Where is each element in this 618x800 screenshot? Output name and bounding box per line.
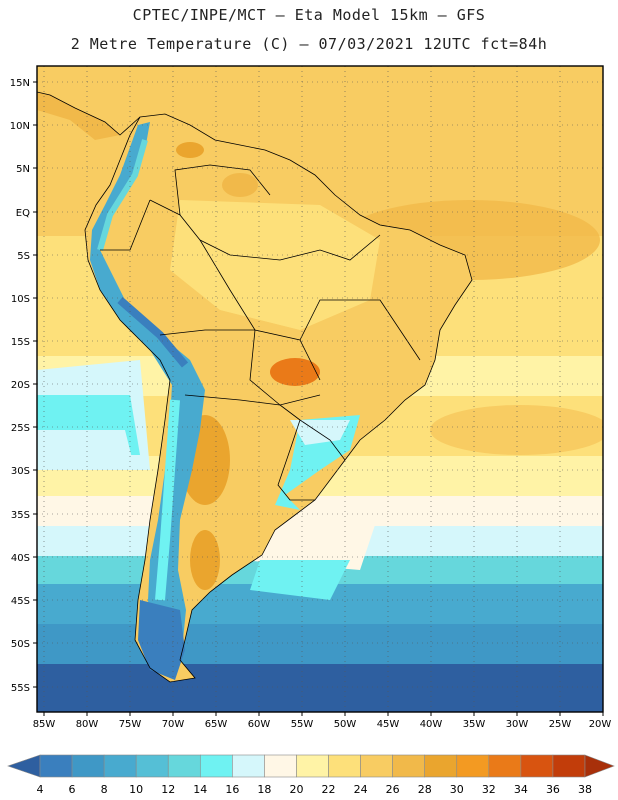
longitude-labels: 85W 80W 75W 70W 65W 60W 55W 50W 45W 40W … [33,719,612,730]
colorbar-swatch [71,754,105,778]
colorbar-label: 18 [257,783,271,796]
lon-label: 65W [205,719,228,730]
lat-label: 45S [11,596,30,607]
colorbar-label: 34 [514,783,528,796]
lon-label: 55W [291,719,314,730]
andes-cold-band [90,122,205,660]
colorbar-label: 22 [322,783,336,796]
lat-label: 5S [17,251,30,262]
lon-label: 30W [506,719,529,730]
lon-label: 80W [76,719,99,730]
colorbar-label: 10 [129,783,143,796]
lon-label: 60W [248,719,271,730]
colorbar-label: 14 [193,783,207,796]
colorbar-label: 16 [225,783,239,796]
colorbar-swatch [488,754,522,778]
colorbar-swatch [520,754,554,778]
colorbar: 4 6 8 10 12 14 16 18 20 22 24 26 28 30 32 34 36 38 [7,754,615,796]
colorbar-label: 38 [578,783,592,796]
lon-label: 70W [162,719,185,730]
colorbar-label: 30 [450,783,464,796]
colorbar-swatch [199,754,233,778]
lon-label: 75W [119,719,142,730]
lat-label: EQ [16,208,30,219]
colorbar-swatch [135,754,169,778]
colorbar-swatch [103,754,137,778]
colorbar-label: 20 [289,783,303,796]
colorbar-label: 26 [386,783,400,796]
colorbar-swatch [552,754,586,778]
colorbar-swatch [360,754,393,778]
colorbar-label: 28 [418,783,432,796]
lat-label: 40S [11,553,30,564]
lon-label: 40W [420,719,443,730]
colorbar-label: 8 [101,783,108,796]
colorbar-label: 12 [161,783,175,796]
colorbar-swatch [328,754,361,778]
lat-label: 25S [11,423,30,434]
lat-label: 10S [11,294,30,305]
lat-label: 35S [11,510,30,521]
colorbar-swatch [232,754,265,778]
latitude-labels: 15N 10N 5N EQ 5S 10S 15S 20S 25S 30S 35S… [10,78,30,694]
lat-label: 10N [10,121,30,132]
colorbar-swatch [424,754,458,778]
colorbar-swatch [296,754,329,778]
colorbar-swatch [392,754,426,778]
lat-label: 15S [11,337,30,348]
lon-label: 20W [589,719,612,730]
lat-label: 55S [11,683,30,694]
map-field [37,66,603,712]
lon-label: 35W [463,719,486,730]
colorbar-arrow-high [584,754,615,778]
country-borders [37,91,473,683]
colorbar-swatch [39,754,73,778]
colorbar-label: 6 [69,783,76,796]
lat-label: 20S [11,380,30,391]
lon-label: 25W [549,719,572,730]
colorbar-arrow-low [7,754,41,778]
lon-label: 85W [33,719,56,730]
colorbar-label: 4 [37,783,44,796]
colorbar-swatch [167,754,201,778]
colorbar-swatch [264,754,297,778]
colorbar-label: 24 [354,783,368,796]
colorbar-label: 36 [546,783,560,796]
lat-label: 5N [16,164,30,175]
lat-label: 30S [11,466,30,477]
map-subtitle: 2 Metre Temperature (C) – 07/03/2021 12U… [70,35,548,53]
map-title: CPTEC/INPE/MCT – Eta Model 15km – GFS [132,6,486,24]
lon-label: 45W [377,719,400,730]
lat-label: 50S [11,639,30,650]
lat-label: 15N [10,78,30,89]
colorbar-label: 32 [482,783,496,796]
colorbar-swatch [456,754,490,778]
map-frame [36,65,604,713]
lon-label: 50W [334,719,357,730]
